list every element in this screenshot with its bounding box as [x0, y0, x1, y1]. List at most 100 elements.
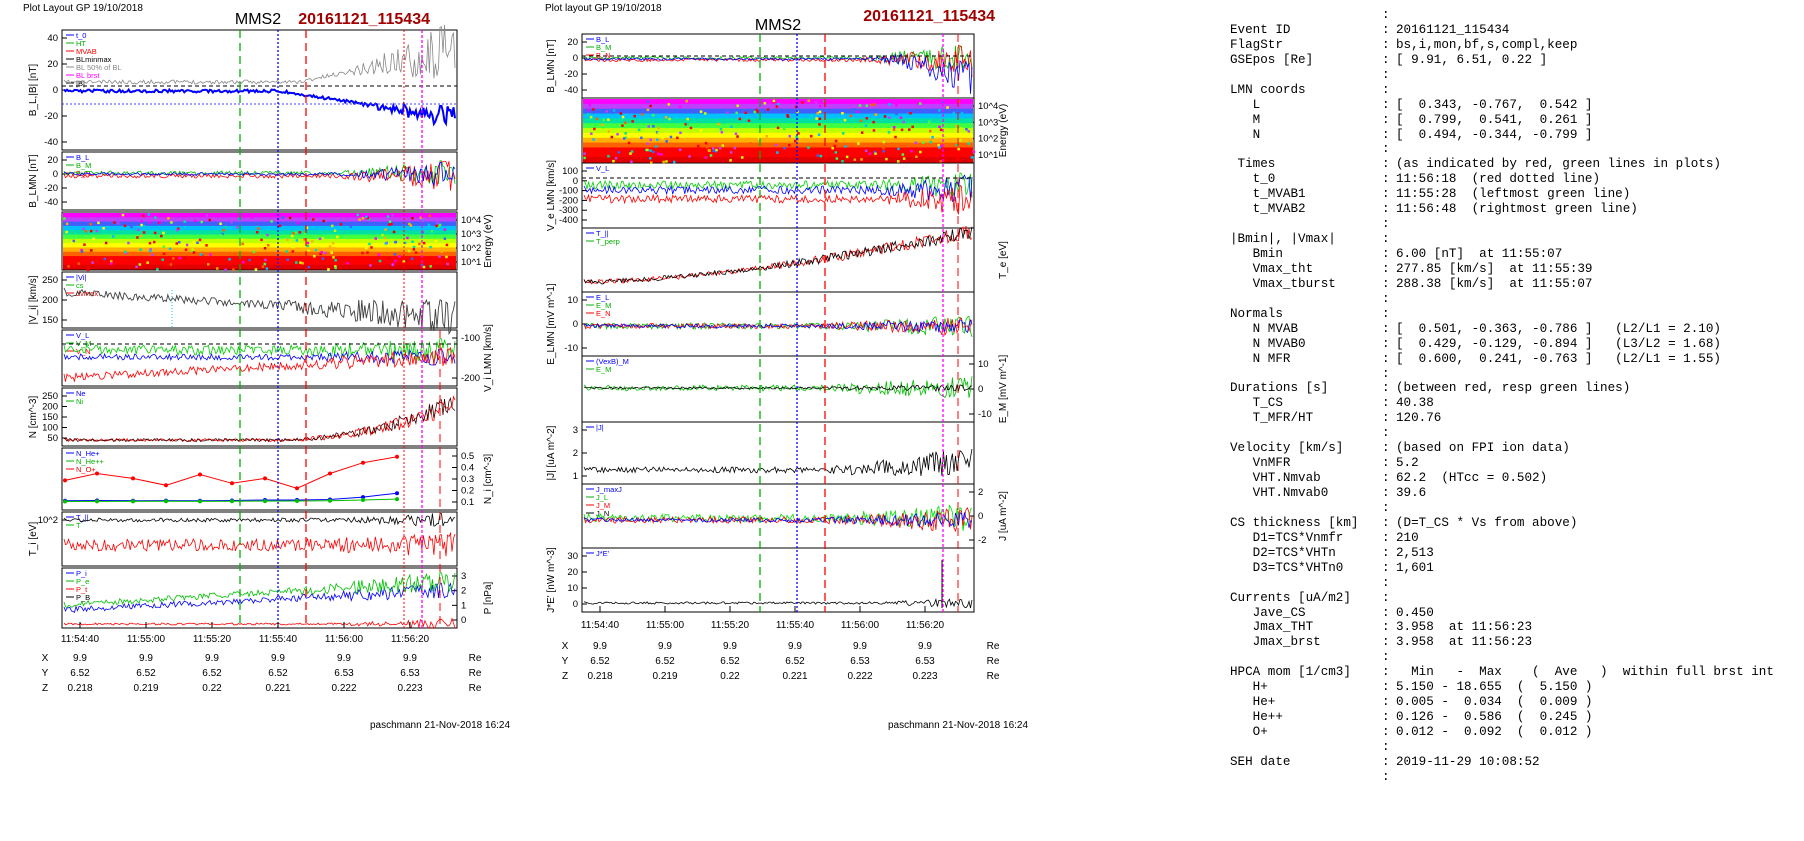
series-line-VN	[583, 184, 973, 215]
legend-entry: B_L	[76, 153, 89, 162]
y-tick-label: 10	[567, 295, 578, 306]
info-value: 2019-11-29 10:08:52	[1396, 754, 1540, 769]
spectrogram-cell	[435, 224, 438, 228]
spectrogram-cell	[610, 135, 614, 139]
spectrogram-cell	[894, 135, 897, 139]
y-tick-label: 10	[567, 583, 578, 594]
spectrogram-cell	[893, 126, 896, 129]
legend-entry: E_N	[596, 309, 611, 318]
info-key: t_MVAB1	[1230, 187, 1306, 202]
spectrogram-cell	[831, 147, 834, 150]
spectrogram-cell	[409, 224, 413, 227]
spectrogram-cell	[807, 99, 810, 102]
spectrogram-cell	[922, 141, 925, 144]
data-point	[131, 499, 135, 504]
y-tick-label: -300	[559, 205, 578, 216]
spectrogram-cell	[757, 137, 761, 140]
spectrogram-cell	[190, 249, 194, 253]
legend-entry: E_M	[596, 365, 611, 374]
data-point	[295, 499, 299, 503]
axis-label: E_LMN [mV m^-1]	[546, 283, 557, 365]
spectrogram-cell	[583, 152, 586, 155]
spectrogram-cell	[756, 110, 759, 113]
spectrogram-cell	[872, 120, 875, 124]
ephem-value: 0.222	[331, 683, 356, 694]
spectrogram-cell	[386, 263, 389, 266]
info-key: GSEpos [Re]	[1230, 52, 1314, 67]
info-separator: :	[1382, 336, 1390, 351]
info-separator: :	[1382, 187, 1390, 202]
spectrogram-cell	[232, 268, 235, 271]
plot-title: MMS2	[755, 17, 801, 34]
spectrogram-cell	[699, 110, 703, 113]
spectrogram-cell	[641, 113, 644, 116]
spectrogram-cell	[786, 114, 789, 117]
spectrogram-cell	[169, 263, 173, 266]
spectrogram-cell	[919, 150, 922, 154]
spectrogram-cell	[378, 259, 382, 263]
info-value: (as indicated by red, green lines in plo…	[1396, 157, 1721, 172]
spectrogram-cell	[127, 241, 130, 245]
spectrogram-cell	[297, 221, 300, 225]
y-tick-label: -100	[461, 333, 480, 344]
info-separator: :	[1382, 82, 1390, 97]
info-key: He++	[1230, 710, 1283, 725]
spectrogram-cell	[175, 228, 179, 232]
info-row: Jmax_brst:3.958 at 11:56:23	[1230, 635, 1800, 650]
data-point	[63, 478, 67, 483]
spectrogram-cell	[410, 257, 414, 260]
spectrogram-cell	[939, 144, 943, 148]
data-point	[263, 476, 267, 481]
spectrogram-cell	[230, 220, 233, 224]
panel-frame	[581, 421, 975, 485]
spectrogram-cell	[151, 253, 154, 257]
info-value: [ 0.600, 0.241, -0.763 ] (L2/L1 = 1.55)	[1396, 351, 1721, 366]
data-point	[295, 486, 299, 491]
info-key: Currents [uA/m2]	[1230, 590, 1351, 605]
spectrogram-cell	[712, 147, 715, 150]
spectrogram-cell	[196, 241, 199, 244]
info-separator: :	[1382, 52, 1390, 67]
x-tick-label: 11:56:20	[906, 620, 945, 631]
spectrogram-cell	[366, 216, 369, 220]
series-line-Pi	[63, 572, 456, 609]
event-id-title: 20161121_115434	[863, 8, 995, 25]
spectrogram-cell	[607, 130, 610, 133]
spectrogram-cell	[445, 243, 449, 247]
data-point	[198, 472, 202, 477]
info-value: 2,513	[1396, 545, 1434, 560]
spectrogram-cell	[312, 218, 315, 221]
y-tick-label: 50	[47, 433, 58, 444]
spectrogram-cell	[200, 220, 203, 224]
spectrogram-cell	[957, 100, 960, 103]
spectrogram-cell	[864, 149, 868, 153]
event-id-title: 20161121_115434	[298, 11, 430, 28]
spectrogram-cell	[112, 235, 115, 238]
legend-entry: N_O+	[76, 465, 96, 474]
axis-label: J*E' [nW m^-3]	[546, 547, 557, 613]
spectrogram-cell	[775, 105, 779, 108]
y-tick-label: 40	[47, 33, 58, 44]
spectrogram-cell	[874, 152, 877, 155]
spectrogram-cell	[139, 234, 143, 238]
info-key: Times	[1230, 157, 1276, 172]
spectrogram-cell	[192, 240, 195, 244]
spectrogram-cell	[149, 248, 152, 251]
spectrogram-cell	[162, 252, 166, 256]
y-tick-label: 100	[42, 423, 58, 434]
y-tick-label: 10^2	[461, 243, 481, 254]
spectrogram-cell	[167, 217, 170, 220]
data-point	[164, 483, 168, 488]
spectrogram-cell	[776, 151, 779, 154]
spectrogram-cell	[721, 144, 724, 147]
spectrogram-cell	[767, 159, 770, 162]
spectrogram-cell	[288, 216, 292, 220]
spectrogram-cell	[911, 125, 914, 129]
info-value: Min - Max ( Ave ) within full brst int	[1396, 665, 1774, 680]
y-tick-label: 10^1	[461, 257, 481, 268]
spectrogram-cell	[130, 225, 133, 229]
spectrogram-cell	[689, 126, 693, 130]
info-value: (between red, resp green lines)	[1396, 381, 1631, 396]
spectrogram-cell	[392, 230, 396, 234]
